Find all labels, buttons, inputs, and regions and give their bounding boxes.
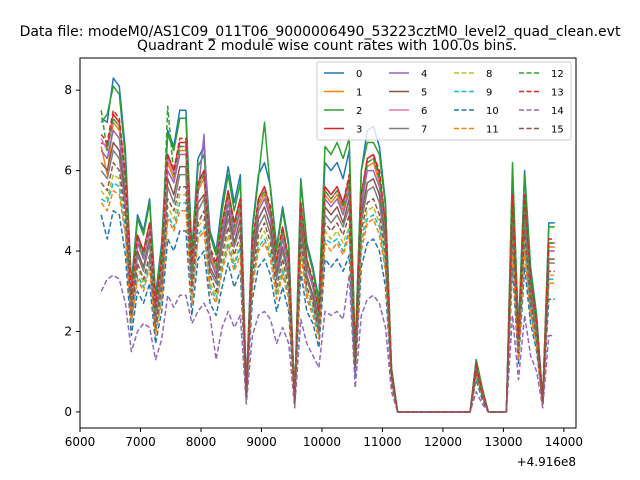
figure-suptitle: Data file: modeM0/AS1C09_011T06_90000064… <box>20 24 621 40</box>
legend-label: 11 <box>486 125 499 136</box>
series-line-2 <box>100 85 555 413</box>
series-line-6 <box>100 117 555 413</box>
series-layer <box>100 77 555 413</box>
x-tick-label: 12000 <box>424 435 462 449</box>
legend-label: 7 <box>421 125 427 136</box>
x-tick-label: 6000 <box>65 435 96 449</box>
axes-frame <box>79 57 577 429</box>
legend-box <box>316 61 572 141</box>
legend-label: 14 <box>551 106 564 117</box>
x-tick-label: 9000 <box>246 435 277 449</box>
y-tick-label: 6 <box>64 164 72 178</box>
series-line-15 <box>100 161 555 413</box>
series-line-10 <box>100 210 555 413</box>
legend-label: 4 <box>421 69 427 80</box>
x-tick-label: 10000 <box>303 435 341 449</box>
y-tick-label: 0 <box>64 405 72 419</box>
x-axis: 6000 7000 8000 9000 10000 11000 12000 13000 1400… <box>65 428 583 449</box>
y-tick-label: 8 <box>64 83 72 97</box>
x-tick-label: 8000 <box>186 435 217 449</box>
legend-label: 2 <box>356 106 362 117</box>
series-line-14 <box>100 274 555 413</box>
series-line-12 <box>100 105 555 413</box>
y-axis: 0 2 4 6 8 <box>64 83 80 419</box>
series-line-5 <box>100 141 555 413</box>
series-line-4 <box>100 129 555 413</box>
legend-label: 0 <box>356 69 362 80</box>
chart-title: Quadrant 2 module wise count rates with … <box>137 38 517 54</box>
legend-label: 3 <box>356 125 362 136</box>
legend-label: 9 <box>486 88 492 99</box>
series-line-9 <box>100 181 555 413</box>
legend-label: 12 <box>551 69 564 80</box>
legend-label: 13 <box>551 88 564 99</box>
series-line-13 <box>100 109 555 413</box>
legend-label: 8 <box>486 69 492 80</box>
x-tick-label: 13000 <box>484 435 522 449</box>
y-tick-label: 2 <box>64 324 72 338</box>
x-tick-label: 11000 <box>363 435 401 449</box>
legend-label: 5 <box>421 88 427 99</box>
y-tick-label: 4 <box>64 244 72 258</box>
x-tick-label: 7000 <box>125 435 156 449</box>
legend-label: 1 <box>356 88 362 99</box>
series-line-11 <box>100 189 555 413</box>
legend-label: 15 <box>551 125 564 136</box>
legend-label: 10 <box>486 106 499 117</box>
x-axis-offset-label: +4.916e8 <box>517 455 576 469</box>
legend-label: 6 <box>421 106 427 117</box>
x-tick-label: 14000 <box>545 435 583 449</box>
